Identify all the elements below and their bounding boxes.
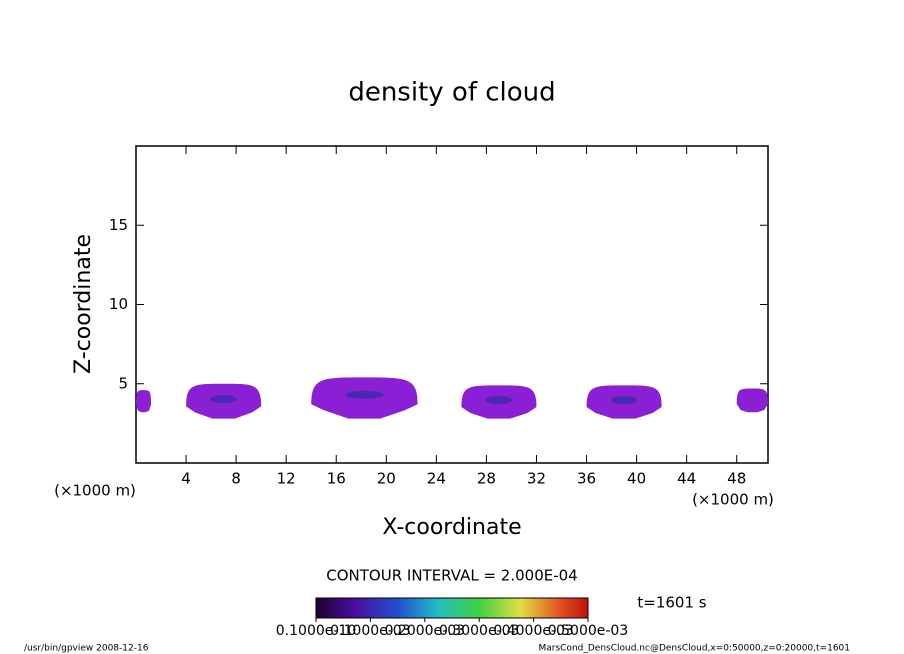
colorbar-tick-label: 0.4000e-03 (493, 623, 573, 639)
colorbar-tick-label: 0.1000e-03 (330, 623, 410, 639)
cloud-core (345, 390, 384, 399)
x-tick-label: 40 (627, 470, 646, 488)
x-tick-label: 28 (477, 470, 496, 488)
x-tick-label: 44 (677, 470, 696, 488)
x-tick-label: 8 (231, 470, 241, 488)
footer-left: /usr/bin/gpview 2008-12-16 (24, 644, 149, 654)
footer-right: MarsCond_DensCloud.nc@DensCloud,x=0:5000… (539, 644, 851, 654)
x-tick-label: 24 (427, 470, 446, 488)
cloud-core (610, 396, 638, 405)
x-tick-label: 32 (527, 470, 546, 488)
x-tick-label: 36 (577, 470, 596, 488)
colorbar-tick-label: 0.1000e-10 (276, 623, 356, 639)
cloud-core (485, 396, 513, 405)
x-tick-label: 12 (277, 470, 296, 488)
colorbar-tick-label: 0.2000e-03 (385, 623, 465, 639)
cloud-core (210, 395, 238, 404)
x-tick-label: 20 (377, 470, 396, 488)
x-unit: (×1000 m) (692, 491, 774, 509)
cloud (136, 390, 152, 413)
y-tick-label: 5 (118, 374, 128, 392)
contour-interval: CONTOUR INTERVAL = 2.000E-04 (326, 567, 577, 585)
x-axis-label: X-coordinate (382, 515, 521, 540)
chart-title: density of cloud (348, 78, 555, 108)
x-tick-label: 16 (327, 470, 346, 488)
y-tick-label: 10 (109, 295, 128, 313)
x-tick-label: 4 (181, 470, 191, 488)
x-unit: (×1000 m) (54, 482, 136, 500)
y-tick-label: 15 (109, 216, 128, 234)
colorbar-tick-label: 0.5000e-03 (548, 623, 628, 639)
cloud (736, 388, 768, 413)
colorbar (315, 597, 589, 619)
y-axis-label: Z-coordinate (71, 234, 96, 374)
x-tick-label: 48 (727, 470, 746, 488)
colorbar-tick-label: 0.3000e-03 (439, 623, 519, 639)
time-label: t=1601 s (637, 594, 706, 612)
